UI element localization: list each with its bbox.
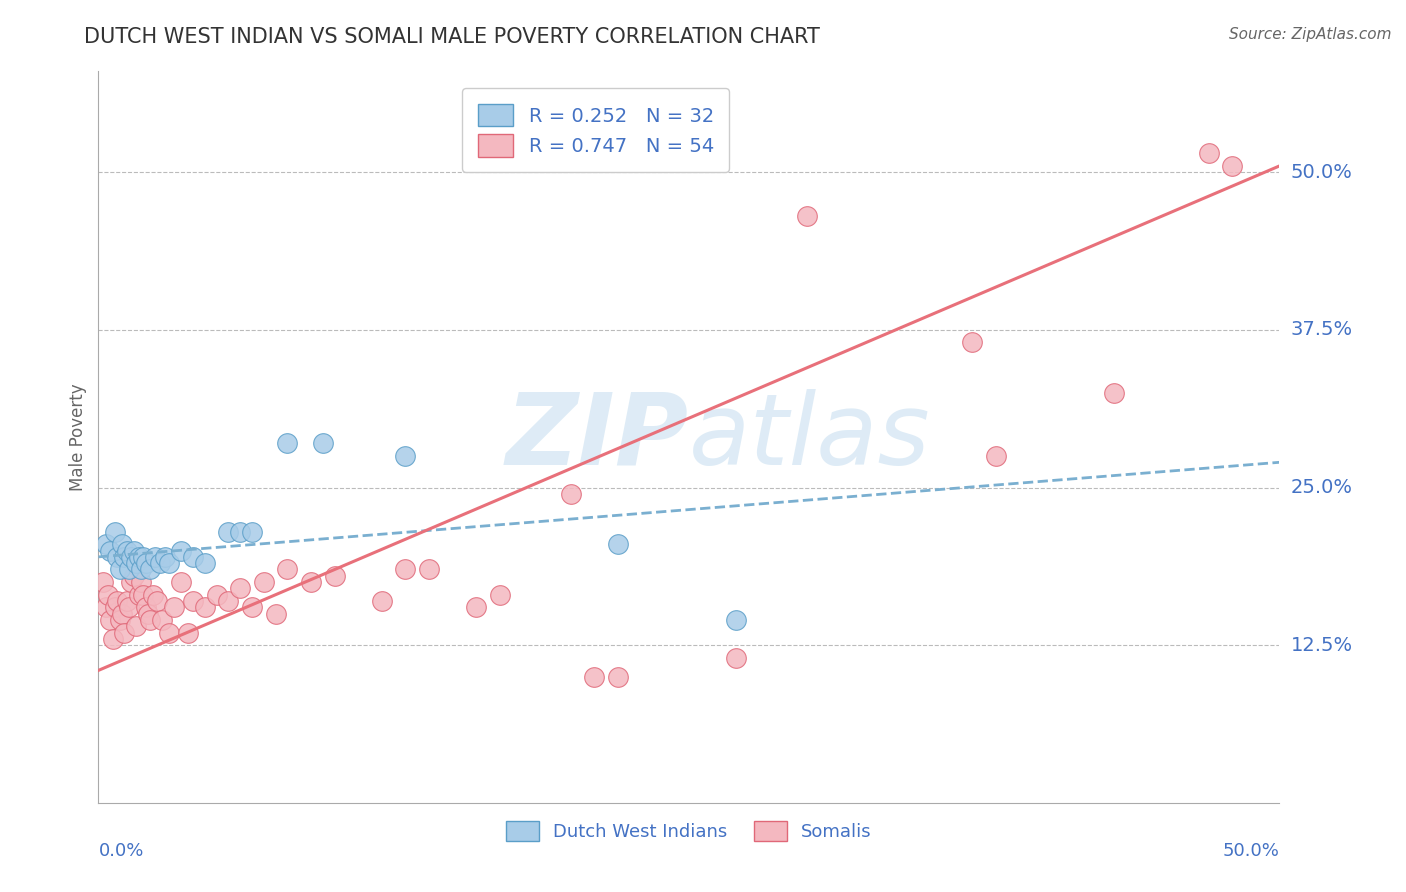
Point xyxy=(157,625,180,640)
Point xyxy=(115,543,138,558)
Point xyxy=(146,594,169,608)
Point xyxy=(104,600,127,615)
Point xyxy=(94,600,117,615)
Point xyxy=(170,543,193,558)
Point xyxy=(122,569,145,583)
Point xyxy=(181,549,204,564)
Point xyxy=(607,537,630,551)
Point xyxy=(128,588,150,602)
Text: DUTCH WEST INDIAN VS SOMALI MALE POVERTY CORRELATION CHART: DUTCH WEST INDIAN VS SOMALI MALE POVERTY… xyxy=(84,27,820,46)
Point xyxy=(105,594,128,608)
Point xyxy=(1102,386,1125,401)
Point xyxy=(122,543,145,558)
Point xyxy=(299,575,322,590)
Point xyxy=(253,575,276,590)
Point xyxy=(112,549,135,564)
Point xyxy=(129,575,152,590)
Point xyxy=(1220,159,1243,173)
Y-axis label: Male Poverty: Male Poverty xyxy=(69,384,87,491)
Point xyxy=(91,575,114,590)
Point xyxy=(177,625,200,640)
Point xyxy=(94,537,117,551)
Point xyxy=(101,632,124,646)
Point xyxy=(181,594,204,608)
Text: Source: ZipAtlas.com: Source: ZipAtlas.com xyxy=(1229,27,1392,42)
Point xyxy=(115,594,138,608)
Point xyxy=(111,537,134,551)
Point xyxy=(394,562,416,576)
Point xyxy=(962,335,984,350)
Point xyxy=(1198,146,1220,161)
Point xyxy=(108,613,131,627)
Point xyxy=(560,487,582,501)
Point xyxy=(264,607,287,621)
Point xyxy=(150,613,173,627)
Point xyxy=(129,562,152,576)
Point xyxy=(984,449,1007,463)
Point xyxy=(104,524,127,539)
Point xyxy=(125,556,148,570)
Point xyxy=(217,594,239,608)
Point xyxy=(276,562,298,576)
Point xyxy=(135,556,157,570)
Text: 50.0%: 50.0% xyxy=(1223,842,1279,860)
Point xyxy=(323,569,346,583)
Point xyxy=(217,524,239,539)
Point xyxy=(97,588,120,602)
Point xyxy=(112,625,135,640)
Point xyxy=(98,543,121,558)
Point xyxy=(607,670,630,684)
Point xyxy=(132,588,155,602)
Point xyxy=(105,549,128,564)
Point xyxy=(163,600,186,615)
Point xyxy=(132,549,155,564)
Point xyxy=(205,588,228,602)
Point xyxy=(725,650,748,665)
Point xyxy=(194,556,217,570)
Point xyxy=(108,562,131,576)
Point xyxy=(118,562,141,576)
Point xyxy=(312,436,335,450)
Point xyxy=(229,582,252,596)
Point xyxy=(111,607,134,621)
Point xyxy=(418,562,440,576)
Point xyxy=(489,588,512,602)
Point xyxy=(139,562,162,576)
Point xyxy=(796,210,818,224)
Point xyxy=(98,613,121,627)
Point xyxy=(143,549,166,564)
Text: 0.0%: 0.0% xyxy=(98,842,143,860)
Point xyxy=(121,549,143,564)
Point xyxy=(240,524,263,539)
Text: atlas: atlas xyxy=(689,389,931,485)
Legend: Dutch West Indians, Somalis: Dutch West Indians, Somalis xyxy=(499,814,879,848)
Point xyxy=(465,600,488,615)
Text: 37.5%: 37.5% xyxy=(1291,320,1353,339)
Text: 12.5%: 12.5% xyxy=(1291,636,1353,655)
Point xyxy=(125,619,148,633)
Point xyxy=(240,600,263,615)
Point xyxy=(139,613,162,627)
Point xyxy=(371,594,394,608)
Point xyxy=(157,556,180,570)
Point xyxy=(583,670,606,684)
Point xyxy=(725,613,748,627)
Point xyxy=(121,575,143,590)
Point xyxy=(142,588,165,602)
Point xyxy=(394,449,416,463)
Point xyxy=(118,600,141,615)
Text: 50.0%: 50.0% xyxy=(1291,162,1353,182)
Point xyxy=(276,436,298,450)
Point xyxy=(128,549,150,564)
Point xyxy=(153,549,176,564)
Point xyxy=(149,556,172,570)
Point xyxy=(229,524,252,539)
Point xyxy=(170,575,193,590)
Point xyxy=(135,600,157,615)
Text: ZIP: ZIP xyxy=(506,389,689,485)
Text: 25.0%: 25.0% xyxy=(1291,478,1353,497)
Point xyxy=(194,600,217,615)
Point xyxy=(136,607,159,621)
